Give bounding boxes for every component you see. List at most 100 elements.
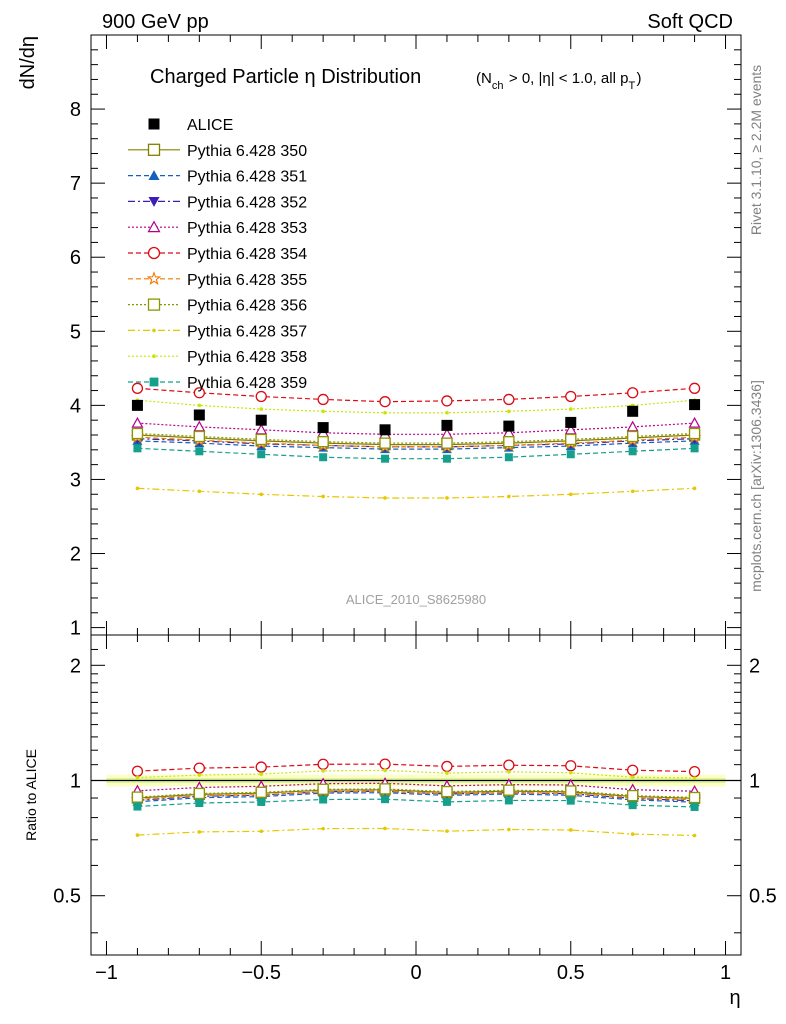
legend-entry: Pythia 6.428 355 xyxy=(128,271,307,289)
data-point xyxy=(147,246,161,260)
y-tick-label: 3 xyxy=(70,469,81,491)
legend-entry: Pythia 6.428 359 xyxy=(128,375,307,392)
data-point xyxy=(146,271,162,286)
plot-title: Charged Particle η Distribution (Nch > 0… xyxy=(150,66,641,92)
legend-entry: Pythia 6.428 356 xyxy=(128,298,307,315)
series-358-ratio xyxy=(135,768,697,780)
data-point xyxy=(688,416,701,428)
data-point xyxy=(259,772,264,776)
data-point xyxy=(255,786,267,798)
data-point xyxy=(317,422,329,434)
series-359-ratio xyxy=(133,795,699,811)
series-line xyxy=(137,827,695,837)
data-point xyxy=(441,760,453,773)
data-point xyxy=(441,437,453,449)
legend-label: Pythia 6.428 359 xyxy=(187,375,307,392)
data-point xyxy=(197,403,202,408)
data-point xyxy=(147,143,161,156)
y-tick-label: 4 xyxy=(70,395,81,417)
y-tick-label: 5 xyxy=(70,321,81,343)
data-point xyxy=(195,799,204,808)
legend-entry: ALICE xyxy=(148,117,233,134)
ratio-tick-label: 0.5 xyxy=(53,886,81,908)
reference-uncertainty-band xyxy=(91,774,741,787)
data-point xyxy=(317,436,329,448)
ratio-tick-label: 1 xyxy=(70,771,81,793)
data-point xyxy=(503,420,515,432)
y-tick-label: 2 xyxy=(70,544,81,566)
series-356 xyxy=(131,427,701,449)
data-point xyxy=(568,828,573,832)
data-point xyxy=(193,430,205,443)
data-point xyxy=(504,453,513,462)
data-point xyxy=(383,768,387,773)
y-axis-label: dN/dη xyxy=(17,36,39,89)
series-354-ratio xyxy=(131,758,701,778)
data-point xyxy=(503,759,515,771)
data-point xyxy=(195,447,204,456)
series-358 xyxy=(135,398,697,415)
data-point xyxy=(688,382,701,394)
data-point xyxy=(319,453,328,462)
data-point xyxy=(689,399,701,411)
data-point xyxy=(317,783,329,795)
x-tick-label: 0.5 xyxy=(557,962,585,984)
data-point xyxy=(131,791,144,803)
data-point xyxy=(503,393,515,406)
series-357 xyxy=(135,486,697,500)
ratio-series xyxy=(130,758,702,838)
series-line xyxy=(137,422,695,435)
data-point xyxy=(259,407,264,411)
data-point xyxy=(197,830,202,834)
data-point xyxy=(135,486,140,491)
data-point xyxy=(630,489,635,494)
legend-entry: Pythia 6.428 353 xyxy=(128,220,307,237)
data-point xyxy=(379,758,391,770)
ratio-tick-label: 2 xyxy=(749,655,760,677)
data-point xyxy=(565,760,577,772)
data-point xyxy=(688,427,701,440)
data-point xyxy=(321,494,325,499)
data-point xyxy=(565,390,577,403)
series-line xyxy=(137,434,695,446)
data-point xyxy=(627,405,639,417)
y-tick-label: 6 xyxy=(70,247,81,269)
x-tick-label: 0 xyxy=(410,962,421,984)
data-point xyxy=(148,118,160,130)
data-point xyxy=(568,770,573,775)
data-point xyxy=(627,764,639,776)
mcplots-credit-label: mcplots.cern.ch [arXiv:1306.3436] xyxy=(748,380,764,592)
data-point xyxy=(321,409,325,414)
data-point xyxy=(379,424,391,436)
y-tick-label: 7 xyxy=(70,173,81,195)
data-point xyxy=(131,765,144,777)
energy-label: 900 GeV pp xyxy=(102,11,209,33)
ratio-tick-label: 2 xyxy=(70,655,81,677)
data-point xyxy=(381,454,390,463)
data-point xyxy=(690,444,699,453)
legend-label: Pythia 6.428 352 xyxy=(187,194,307,211)
legend-label: Pythia 6.428 351 xyxy=(187,169,307,186)
data-point xyxy=(565,416,577,428)
data-point xyxy=(503,436,515,448)
legend: ALICE Pythia 6.428 350 Pythia 6.428 351 Pyt… xyxy=(128,117,307,392)
data-point xyxy=(193,762,205,774)
data-point xyxy=(442,454,451,463)
y-tick-label: 8 xyxy=(70,99,81,121)
legend-entry: Pythia 6.428 354 xyxy=(128,246,307,263)
data-point xyxy=(257,450,266,459)
data-point xyxy=(147,298,161,311)
data-point xyxy=(381,795,390,804)
data-point xyxy=(507,770,511,774)
data-point xyxy=(627,789,639,802)
data-point xyxy=(630,775,635,779)
legend-entry: Pythia 6.428 352 xyxy=(128,194,307,211)
data-point xyxy=(566,796,575,805)
series-line xyxy=(137,432,695,444)
series-355 xyxy=(130,430,702,453)
data-point xyxy=(568,407,573,411)
data-point xyxy=(133,444,142,453)
data-point xyxy=(565,433,577,446)
series-359 xyxy=(133,444,699,463)
